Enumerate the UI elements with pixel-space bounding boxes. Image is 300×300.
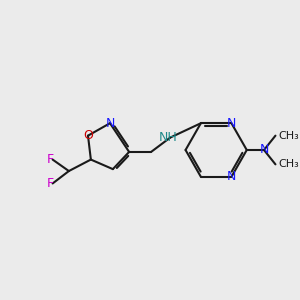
Text: N: N xyxy=(227,170,236,183)
Text: F: F xyxy=(47,177,54,190)
Text: N: N xyxy=(227,117,236,130)
Text: N: N xyxy=(105,117,115,130)
Text: NH: NH xyxy=(159,131,178,144)
Text: F: F xyxy=(47,153,54,166)
Text: CH₃: CH₃ xyxy=(278,131,299,141)
Text: CH₃: CH₃ xyxy=(278,159,299,169)
Text: O: O xyxy=(83,129,93,142)
Text: N: N xyxy=(259,143,269,157)
